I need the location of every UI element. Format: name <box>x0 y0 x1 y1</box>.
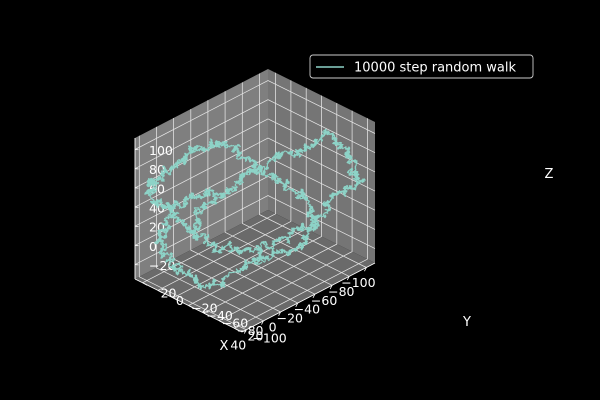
x-tick-label: −80 <box>328 284 354 299</box>
x-tick-label-mark <box>295 302 299 308</box>
grid-line-x <box>224 91 333 286</box>
grid-line-y <box>234 118 368 329</box>
y-tick-label-mark <box>173 297 178 301</box>
x-tick-label: −40 <box>294 302 320 317</box>
x-axis-label: X <box>220 339 229 354</box>
x-tick-label: −100 <box>341 275 375 290</box>
grid-line-x <box>241 82 350 277</box>
legend-box <box>309 54 534 79</box>
z-tick-label: −20 <box>149 258 175 273</box>
y-tick-label: 0 <box>176 293 184 308</box>
y-tick-label-mark <box>188 305 194 309</box>
y-tick-label-mark <box>142 282 148 286</box>
y-tick-label-mark <box>218 320 224 324</box>
y-tick-label-mark <box>157 290 163 294</box>
grid-line-x <box>190 109 298 304</box>
x-tick-label: −60 <box>311 293 337 308</box>
y-tick-label: −80 <box>237 323 263 338</box>
y-tick-label: −20 <box>191 300 217 315</box>
grid-line-y <box>142 72 276 284</box>
y-tick-label: −60 <box>222 316 248 331</box>
grid-line-y <box>188 95 322 306</box>
y-tick-label-mark <box>234 327 240 332</box>
y-axis-label: Y <box>462 315 471 330</box>
legend-label: 10000 step random walk <box>354 61 517 76</box>
x-tick-label-mark <box>261 320 264 325</box>
x-tick-label: 40 <box>230 337 246 352</box>
x-tick-label-mark <box>243 329 247 334</box>
z-axis-label: Z <box>545 167 554 182</box>
x-tick-label: 20 <box>248 328 264 343</box>
grid-line-y <box>203 103 338 314</box>
y-tick-label: −40 <box>207 308 233 323</box>
grid-line-x <box>259 73 367 268</box>
legend: 10000 step random walk <box>309 54 534 79</box>
z-tick-label: 20 <box>149 220 165 235</box>
x-tick-label-mark <box>278 311 281 316</box>
z-tick-label: 0 <box>149 239 157 254</box>
grid-line-y <box>157 80 292 291</box>
x-tick-label-mark <box>364 267 367 272</box>
y-tick-label-mark <box>203 312 209 316</box>
grid-line-z <box>134 195 376 265</box>
grid-line-z <box>134 118 376 189</box>
grid-line-x <box>156 126 264 322</box>
series-line <box>144 128 366 290</box>
x-tick-label: −20 <box>277 311 303 326</box>
x-tick-label-mark <box>329 285 333 290</box>
grid-line-z <box>134 137 376 208</box>
grid-line-z <box>134 80 376 150</box>
z-tick-label: 100 <box>149 143 173 158</box>
grid-line-x <box>138 135 247 331</box>
x-tick-label-mark <box>346 276 350 281</box>
axis-titles: X Y Z <box>220 167 554 354</box>
x-tick-label-mark <box>312 293 316 299</box>
gridlines <box>134 72 376 331</box>
x-axis-line <box>241 262 376 333</box>
y-tick-label: −100 <box>252 331 286 346</box>
y-tick-label: 20 <box>161 285 177 300</box>
grid-line-z <box>134 99 376 170</box>
series-layer <box>144 128 366 290</box>
x-tick-label: 0 <box>269 320 277 335</box>
